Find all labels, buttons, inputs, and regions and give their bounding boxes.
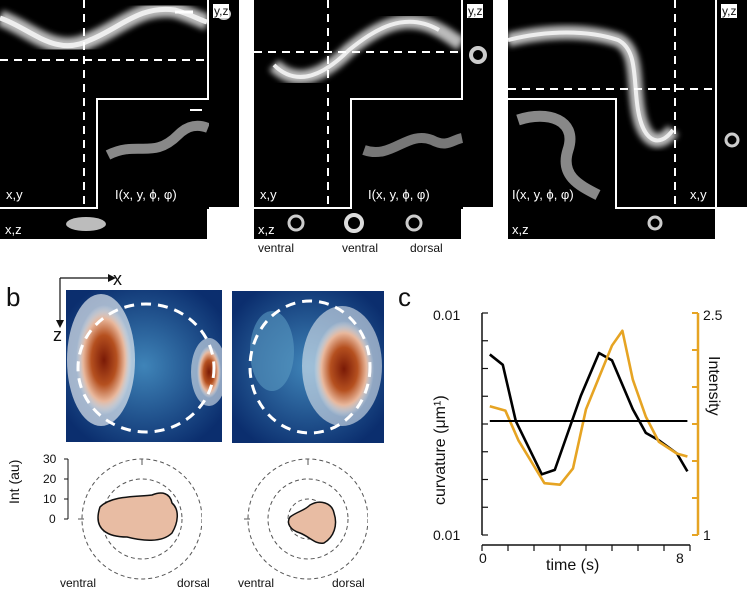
panel-c-left-tick-top: 0.01	[433, 307, 461, 323]
panel-b-polar2-left-label: ventral	[238, 576, 275, 590]
panel-a-col2-xz-label: x,z	[258, 222, 275, 237]
panel-c-left-tick-bottom: 0.01	[433, 527, 461, 543]
panel-a-col1-xz-label: x,z	[5, 222, 22, 237]
panel-a-col1-inset	[96, 98, 209, 209]
panel-a-col3-yz-label: y,z	[721, 4, 738, 18]
panel-c-ylabel-right: Intensity	[705, 356, 722, 416]
panel-a-col1-xz-image	[0, 209, 207, 239]
panel-c-x-tick-0: 0	[479, 550, 487, 566]
panel-b-heatmap-1	[66, 290, 222, 442]
panel-a-col1-xy-label: x,y	[6, 187, 23, 202]
panel-b-heatmap-2	[232, 291, 384, 443]
panel-b-axis-z-label: z	[53, 325, 62, 345]
panel-b-letter: b	[6, 282, 21, 312]
panel-a-col2-xy-label: x,y	[260, 187, 277, 202]
panel-c-right-tick-bottom: 1	[703, 527, 711, 543]
panel-a-col3-inset-label: I(x, y, ϕ, φ)	[512, 187, 574, 202]
panel-a-col1-inset-label: I(x, y, ϕ, φ)	[115, 187, 177, 202]
panel-a-col3-xz-label: x,z	[512, 222, 529, 237]
panel-b-polar-ylabel: Int (au)	[6, 459, 22, 504]
panel-b-polar2-right-label: dorsal	[332, 576, 365, 590]
panel-a-col3-inset	[508, 98, 617, 209]
panel-c-ylabel-left: curvature (μm¹)	[432, 395, 449, 505]
panel-a-col2-inset	[350, 98, 463, 209]
panel-b-polar-axis	[64, 458, 69, 520]
panel-b-polar-tick-20: 20	[43, 472, 57, 486]
panel-a-col2-xz-image	[254, 209, 461, 239]
curvature-line	[488, 351, 689, 476]
panel-a-col2-inset-label: I(x, y, ϕ, φ)	[368, 187, 430, 202]
panel-a-col2-yz-label: y,z	[467, 4, 484, 18]
panel-a-col3-xy-label: x,y	[690, 187, 707, 202]
panel-b-polar-plot-1	[78, 458, 202, 580]
plot-area	[481, 312, 700, 551]
panel-b-axis-x-label: x	[113, 269, 122, 289]
panel-a-col2-bottom-label-2: ventral	[342, 241, 379, 255]
panel-b-polar-tick-0: 0	[49, 512, 56, 526]
panel-c-x-tick-8: 8	[676, 550, 684, 566]
panel-c-right-tick-top: 2.5	[703, 307, 723, 323]
panel-b-polar1-left-label: ventral	[60, 576, 97, 590]
panel-b-polar-tick-10: 10	[43, 492, 57, 506]
panel-c-chart	[481, 312, 700, 551]
panel-a-col2-bottom-label-1: ventral	[258, 241, 295, 255]
panel-b-polar-tick-30: 30	[43, 452, 57, 466]
panel-b-polar1-right-label: dorsal	[177, 576, 210, 590]
panel-a-col3-yz-image	[717, 0, 747, 207]
panel-a-col2-yz-image	[463, 0, 493, 207]
panel-a-col2-bottom-label-3: dorsal	[410, 241, 443, 255]
panel-b-polar-plot-2	[244, 458, 368, 580]
panel-b-axis-arrows	[56, 274, 116, 328]
panel-a-col1-yz-image	[209, 0, 239, 207]
panel-a-col1-yz-label: y,z	[213, 4, 230, 18]
panel-a-col3-xz-image	[508, 209, 715, 239]
panel-c-xlabel: time (s)	[546, 557, 600, 574]
panel-c-letter: c	[398, 282, 411, 312]
intensity-line	[489, 329, 688, 486]
